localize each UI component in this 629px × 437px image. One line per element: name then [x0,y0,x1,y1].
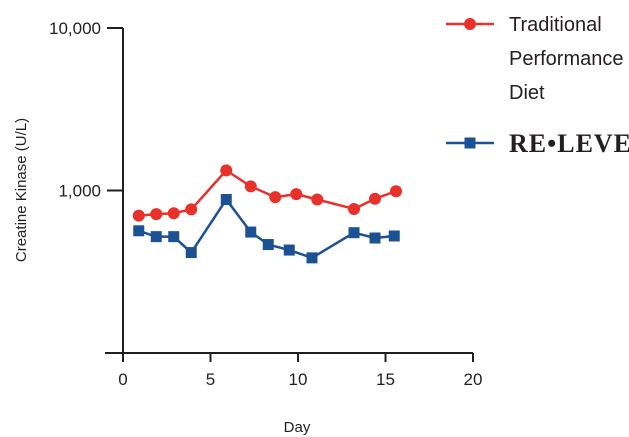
y-ticks: 10,000 1,000 [49,19,123,201]
data-point [369,192,381,205]
data-point [185,203,198,216]
x-axis-title: Day [284,419,311,436]
y-tick-label: 1,000 [58,182,101,201]
data-point [290,188,303,201]
data-point [150,231,162,243]
data-point [245,226,257,238]
x-tick-label: 15 [376,370,395,389]
axes [105,28,473,354]
data-point [388,230,400,242]
series-traditional-diet [132,164,402,222]
data-point [348,227,360,239]
legend-label-line: Traditional [509,14,602,36]
legend: Traditional Performance Diet RE•LEVE [446,14,629,158]
x-ticks: 0 5 10 15 20 [118,353,482,389]
data-point [185,247,197,259]
data-point [269,191,282,204]
y-tick-label: 10,000 [49,19,101,38]
x-tick-label: 20 [464,370,483,389]
data-point [220,194,232,206]
data-point [311,193,324,206]
legend-marker [464,137,476,149]
series-releve [133,194,400,264]
data-point [262,239,274,251]
legend-label: RE•LEVE [509,129,629,158]
data-point [283,244,295,256]
y-axis-title: Creatine Kinase (U/L) [13,118,30,262]
x-tick-label: 10 [289,370,308,389]
data-point [167,207,180,220]
legend-item-releve: RE•LEVE [446,129,629,158]
legend-marker [464,18,476,30]
legend-item-traditional-diet: Traditional Performance Diet [446,14,624,104]
data-point [133,225,145,237]
data-point [132,209,145,222]
legend-label-line: Diet [509,82,545,104]
data-point [306,252,318,264]
data-point [369,232,381,244]
data-point [150,208,163,221]
legend-label-line: Performance [509,48,624,70]
data-point [220,164,233,177]
series-layer [132,164,402,264]
data-point [390,185,402,198]
x-tick-label: 5 [206,370,215,389]
x-tick-label: 0 [118,370,127,389]
data-point [348,202,360,215]
data-point [168,231,180,243]
data-point [244,180,257,193]
